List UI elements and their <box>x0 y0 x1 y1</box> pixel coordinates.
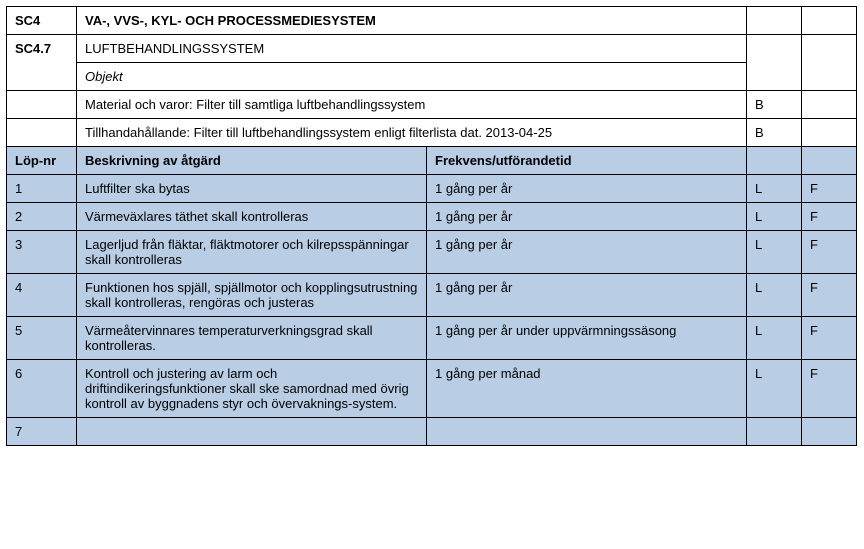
row-c1 <box>747 418 802 446</box>
row-desc: Värmeåtervinnares temperaturverkningsgra… <box>77 317 427 360</box>
row-freq: 1 gång per år <box>427 231 747 274</box>
row-desc: Värmeväxlares täthet skall kontrolleras <box>77 203 427 231</box>
table-row: 1 Luftfilter ska bytas 1 gång per år L F <box>7 175 857 203</box>
row-c2: F <box>802 175 857 203</box>
row-c1: L <box>747 175 802 203</box>
section-code: SC4 <box>7 7 77 35</box>
row-freq: 1 gång per år <box>427 274 747 317</box>
blank-cell <box>802 7 857 35</box>
row-freq: 1 gång per år <box>427 203 747 231</box>
row-desc <box>77 418 427 446</box>
blank-cell <box>747 147 802 175</box>
row-number: 5 <box>7 317 77 360</box>
row-freq: 1 gång per år under uppvärmningssäsong <box>427 317 747 360</box>
row-c2: F <box>802 231 857 274</box>
row-desc: Kontroll och justering av larm och drift… <box>77 360 427 418</box>
row-c2 <box>802 418 857 446</box>
row-desc: Luftfilter ska bytas <box>77 175 427 203</box>
row-freq <box>427 418 747 446</box>
row-number: 2 <box>7 203 77 231</box>
row-number: 1 <box>7 175 77 203</box>
table-row: 4 Funktionen hos spjäll, spjällmotor och… <box>7 274 857 317</box>
row-c1: L <box>747 231 802 274</box>
material-text: Material och varor: Filter till samtliga… <box>77 91 747 119</box>
row-c1: L <box>747 360 802 418</box>
blank-cell <box>7 119 77 147</box>
row-number: 4 <box>7 274 77 317</box>
blank-cell <box>802 119 857 147</box>
objekt-label: Objekt <box>77 63 747 91</box>
supply-mark: B <box>747 119 802 147</box>
col-lopnr: Löp-nr <box>7 147 77 175</box>
row-c2: F <box>802 274 857 317</box>
row-number: 6 <box>7 360 77 418</box>
row-c2: F <box>802 203 857 231</box>
row-number: 7 <box>7 418 77 446</box>
row-desc: Funktionen hos spjäll, spjällmotor och k… <box>77 274 427 317</box>
blank-cell <box>747 35 802 91</box>
row-freq: 1 gång per månad <box>427 360 747 418</box>
table-row: 6 Kontroll och justering av larm och dri… <box>7 360 857 418</box>
row-c2: F <box>802 360 857 418</box>
row-freq: 1 gång per år <box>427 175 747 203</box>
blank-cell <box>7 91 77 119</box>
table-row: 3 Lagerljud från fläktar, fläktmotorer o… <box>7 231 857 274</box>
table-row: 2 Värmeväxlares täthet skall kontrollera… <box>7 203 857 231</box>
row-c2: F <box>802 317 857 360</box>
table-row: 7 <box>7 418 857 446</box>
section-title: VA-, VVS-, KYL- OCH PROCESSMEDIESYSTEM <box>77 7 747 35</box>
blank-cell <box>747 7 802 35</box>
col-beskrivning: Beskrivning av åtgärd <box>77 147 427 175</box>
blank-cell <box>802 35 857 91</box>
blank-cell <box>802 147 857 175</box>
col-frekvens: Frekvens/utförandetid <box>427 147 747 175</box>
row-number: 3 <box>7 231 77 274</box>
row-c1: L <box>747 274 802 317</box>
row-c1: L <box>747 317 802 360</box>
subsection-title: LUFTBEHANDLINGSSYSTEM <box>77 35 747 63</box>
supply-text: Tillhandahållande: Filter till luftbehan… <box>77 119 747 147</box>
table-row: 5 Värmeåtervinnares temperaturverkningsg… <box>7 317 857 360</box>
row-c1: L <box>747 203 802 231</box>
blank-cell <box>802 91 857 119</box>
row-desc: Lagerljud från fläktar, fläktmotorer och… <box>77 231 427 274</box>
material-mark: B <box>747 91 802 119</box>
subsection-code: SC4.7 <box>7 35 77 91</box>
spec-table: SC4 VA-, VVS-, KYL- OCH PROCESSMEDIESYST… <box>6 6 857 446</box>
